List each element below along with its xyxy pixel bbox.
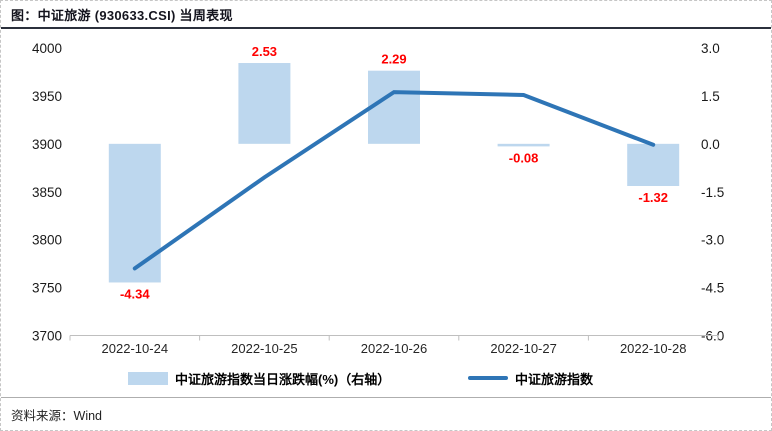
index-line: [132, 90, 656, 271]
right-axis-tick-label: 1.5: [701, 89, 720, 104]
left-axis-tick-label: 3900: [32, 137, 62, 152]
legend-item-bar-series: 中证旅游指数当日涨跌幅(%)（右轴）: [128, 369, 390, 387]
left-axis-tick-label: 3950: [32, 89, 62, 104]
left-axis-tick-label: 3750: [32, 281, 62, 296]
left-axis-tick-label: 3800: [32, 233, 62, 248]
bar-series-swatch: [128, 371, 168, 385]
chart-canvas: 4000 3950 3900 3850 3800 3750 3700 3.0 1.5 0.0 -1.…: [32, 41, 724, 356]
x-axis-category-label: 2022-10-28: [620, 341, 687, 356]
source-label: 资料来源：: [11, 409, 74, 423]
bar-2022-10-26: [368, 70, 420, 144]
right-axis-tick-label: 0.0: [701, 137, 720, 152]
x-axis-category-label: 2022-10-25: [231, 341, 298, 356]
bar-series-label: 中证旅游指数当日涨跌幅(%)（右轴）: [175, 371, 391, 387]
bar-value-label: -0.08: [509, 150, 539, 165]
left-axis-tick-label: 3850: [32, 185, 62, 200]
bar-2022-10-27: [497, 143, 550, 147]
line-series-swatch: [468, 376, 508, 380]
source-value: Wind: [73, 409, 102, 423]
x-axis-category-label: 2022-10-27: [490, 341, 557, 356]
bar-2022-10-28: [627, 143, 680, 186]
source-row: 资料来源：Wind: [1, 397, 771, 430]
right-axis-tick-label: -1.5: [701, 185, 724, 200]
bar-2022-10-25: [238, 63, 291, 144]
legend-item-line-series: 中证旅游指数: [468, 369, 593, 387]
left-axis-tick-label: 3700: [32, 329, 62, 344]
figure-title: 图：中证旅游 (930633.CSI) 当周表现: [11, 7, 233, 23]
chart-legend: 中证旅游指数当日涨跌幅(%)（右轴） 中证旅游指数: [0, 369, 772, 387]
source-text: 资料来源：Wind: [11, 409, 102, 423]
bar-value-label: -4.34: [120, 286, 150, 301]
bar-value-label: 2.53: [252, 44, 277, 59]
left-axis-tick-label: 4000: [32, 41, 62, 56]
bar-2022-10-24: [108, 143, 161, 283]
x-axis-category-label: 2022-10-24: [102, 341, 169, 356]
bar-value-label: 2.29: [381, 52, 406, 67]
line-series-label: 中证旅游指数: [515, 371, 594, 387]
right-axis-tick-label: -3.0: [701, 233, 724, 248]
bar-value-label: -1.32: [638, 190, 668, 205]
figure-title-bar: 图：中证旅游 (930633.CSI) 当周表现: [1, 1, 771, 29]
x-axis-category-label: 2022-10-26: [361, 341, 428, 356]
right-axis-tick-label: 3.0: [701, 41, 720, 56]
right-axis-tick-label: -4.5: [701, 281, 724, 296]
